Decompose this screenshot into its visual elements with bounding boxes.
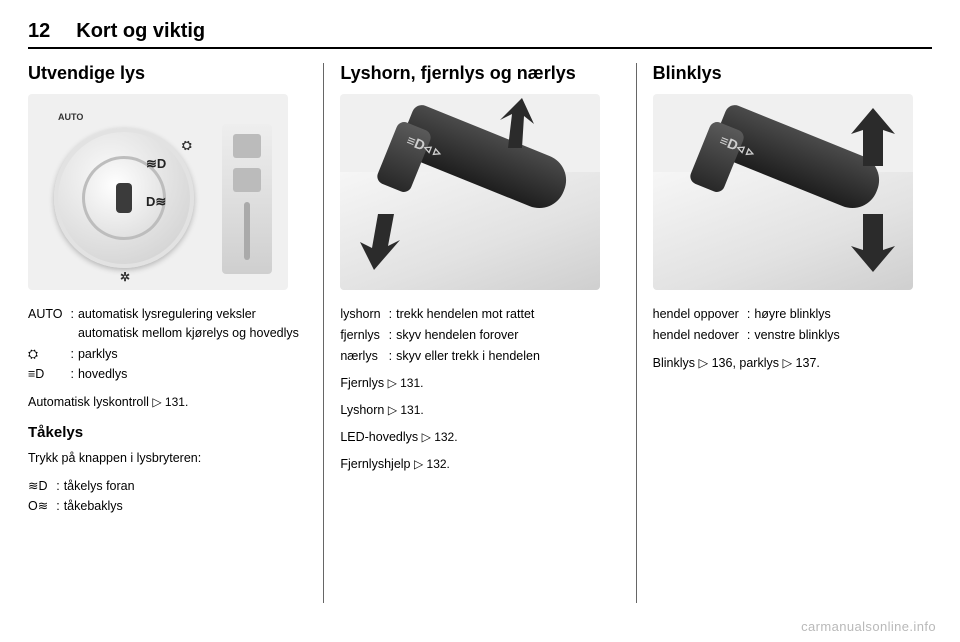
side-panel bbox=[222, 124, 272, 274]
definition-colon: : bbox=[67, 304, 78, 344]
manual-page: 12 Kort og viktig Utvendige lys AUTO ⛭ bbox=[0, 0, 960, 642]
definition-colon: : bbox=[67, 364, 78, 385]
page-reference: ▷ 131. bbox=[388, 376, 424, 390]
definition-value: venstre blinklys bbox=[754, 325, 843, 346]
definition-key: ≡D bbox=[28, 364, 67, 385]
definition-row: fjernlys : skyv hendelen forover bbox=[340, 325, 544, 346]
figure-light-switch: AUTO ⛭ ✲ ≋D D≋ bbox=[28, 94, 288, 290]
fog-rear-icon: D≋ bbox=[146, 194, 166, 210]
paragraph: Blinklys ▷ 136, parklys ▷ 137. bbox=[653, 354, 932, 373]
arrow-forward-icon bbox=[488, 98, 548, 148]
subsection-title: Tåkelys bbox=[28, 424, 307, 441]
definition-row: hendel oppover : høyre blinklys bbox=[653, 304, 844, 325]
text: Lyshorn bbox=[340, 403, 387, 417]
definition-value: skyv hendelen forover bbox=[396, 325, 544, 346]
side-icon bbox=[233, 134, 261, 158]
arrow-up-icon bbox=[849, 108, 897, 166]
content-columns: Utvendige lys AUTO ⛭ ✲ ≋D D≋ bbox=[28, 63, 932, 603]
definition-row: lyshorn : trekk hendelen mot rattet bbox=[340, 304, 544, 325]
page-header-title: Kort og viktig bbox=[76, 20, 205, 43]
watermark: carmanualsonline.info bbox=[801, 619, 936, 634]
side-scale bbox=[244, 202, 250, 260]
definition-row: ⛭ : parklys bbox=[28, 344, 307, 365]
definition-key: AUTO bbox=[28, 304, 67, 344]
arrow-back-icon bbox=[344, 214, 408, 270]
column-exterior-lights: Utvendige lys AUTO ⛭ ✲ ≋D D≋ bbox=[28, 63, 324, 603]
dial-label-auto: AUTO bbox=[58, 112, 83, 122]
definition-colon: : bbox=[52, 476, 63, 497]
dial-body bbox=[54, 128, 194, 268]
definition-key: O≋ bbox=[28, 496, 52, 517]
paragraph: Fjernlys ▷ 131. bbox=[340, 374, 619, 393]
definition-list: hendel oppover : høyre blinklys hendel n… bbox=[653, 304, 932, 346]
figure-stalk-highbeam: ≡D◃ ▹ bbox=[340, 94, 600, 290]
definition-value: tåkelys foran bbox=[64, 476, 139, 497]
page-reference: ▷ 132. bbox=[422, 430, 458, 444]
definition-row: ≡D : hovedlys bbox=[28, 364, 307, 385]
column-highbeam: Lyshorn, fjernlys og nærlys ≡D◃ ▹ lyshor… bbox=[324, 63, 636, 603]
page-reference: ▷ 132. bbox=[414, 457, 450, 471]
paragraph: LED-hovedlys ▷ 132. bbox=[340, 428, 619, 447]
dial-knob bbox=[116, 183, 132, 213]
definition-key: hendel nedover bbox=[653, 325, 743, 346]
page-header: 12 Kort og viktig bbox=[28, 20, 932, 49]
definition-value: hovedlys bbox=[78, 364, 307, 385]
paragraph: Automatisk lyskontroll ▷ 131. bbox=[28, 393, 307, 412]
dial-label-off-icon: ✲ bbox=[120, 270, 130, 284]
definition-key: lyshorn bbox=[340, 304, 384, 325]
definition-value: trekk hendelen mot rattet bbox=[396, 304, 544, 325]
text: Fjernlys bbox=[340, 376, 387, 390]
paragraph: Trykk på knappen i lysbryteren: bbox=[28, 449, 307, 468]
text: LED-hovedlys bbox=[340, 430, 421, 444]
definition-key: fjernlys bbox=[340, 325, 384, 346]
definition-row: AUTO : automatisk lysregulering veksler … bbox=[28, 304, 307, 344]
dial-label-park-icon: ⛭ bbox=[182, 138, 192, 153]
section-title: Utvendige lys bbox=[28, 63, 307, 84]
figure-stalk-turnsignal: ≡D◃ ▹ bbox=[653, 94, 913, 290]
definition-colon: : bbox=[743, 304, 754, 325]
definition-row: hendel nedover : venstre blinklys bbox=[653, 325, 844, 346]
side-icon bbox=[233, 168, 261, 192]
definition-row: ≋D : tåkelys foran bbox=[28, 476, 139, 497]
definition-value: automatisk lysregulering veksler automat… bbox=[78, 304, 307, 344]
paragraph: Lyshorn ▷ 131. bbox=[340, 401, 619, 420]
definition-list: AUTO : automatisk lysregulering veksler … bbox=[28, 304, 307, 385]
definition-row: O≋ : tåkebaklys bbox=[28, 496, 139, 517]
page-reference: ▷ 131. bbox=[388, 403, 424, 417]
definition-colon: : bbox=[385, 304, 396, 325]
definition-row: nærlys : skyv eller trekk i hendelen bbox=[340, 346, 544, 367]
arrow-down-icon bbox=[849, 214, 897, 272]
definition-key: nærlys bbox=[340, 346, 384, 367]
fog-front-icon: ≋D bbox=[146, 156, 166, 172]
definition-key: hendel oppover bbox=[653, 304, 743, 325]
page-number: 12 bbox=[28, 20, 50, 43]
definition-list: ≋D : tåkelys foran O≋ : tåkebaklys bbox=[28, 476, 307, 518]
definition-value: parklys bbox=[78, 344, 307, 365]
column-turnsignal: Blinklys ≡D◃ ▹ hendel oppover : høyre bl… bbox=[637, 63, 932, 603]
page-reference: ▷ 131. bbox=[152, 395, 188, 409]
definition-colon: : bbox=[67, 344, 78, 365]
definition-key: ⛭ bbox=[28, 344, 67, 365]
definition-colon: : bbox=[385, 325, 396, 346]
definition-list: lyshorn : trekk hendelen mot rattet fjer… bbox=[340, 304, 619, 366]
text: Automatisk lyskontroll bbox=[28, 395, 152, 409]
text: Fjernlyshjelp bbox=[340, 457, 414, 471]
definition-value: skyv eller trekk i hendelen bbox=[396, 346, 544, 367]
definition-colon: : bbox=[52, 496, 63, 517]
definition-colon: : bbox=[743, 325, 754, 346]
section-title: Lyshorn, fjernlys og nærlys bbox=[340, 63, 619, 84]
definition-value: tåkebaklys bbox=[64, 496, 139, 517]
definition-value: høyre blinklys bbox=[754, 304, 843, 325]
section-title: Blinklys bbox=[653, 63, 932, 84]
paragraph: Fjernlyshjelp ▷ 132. bbox=[340, 455, 619, 474]
definition-colon: : bbox=[385, 346, 396, 367]
definition-key: ≋D bbox=[28, 476, 52, 497]
